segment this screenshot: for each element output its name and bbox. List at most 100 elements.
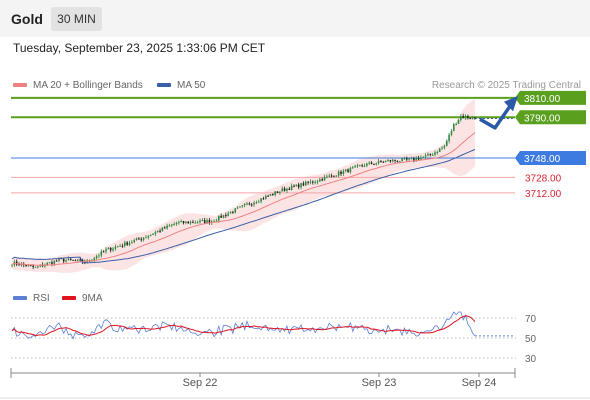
candle (37, 265, 39, 269)
candle (410, 156, 413, 160)
candle (276, 191, 279, 194)
candle (281, 186, 284, 192)
forecast-arrow-head (504, 95, 518, 112)
candle (187, 221, 190, 224)
candle (98, 253, 100, 259)
legend-9ma-swatch (62, 296, 76, 301)
candle (203, 217, 206, 225)
candle (65, 258, 67, 263)
candle (196, 220, 199, 224)
legend-9ma: 9MA (62, 293, 103, 304)
candle (199, 218, 201, 224)
rsi-tick-30: 30 (525, 354, 537, 365)
candle (297, 182, 300, 190)
candle (95, 254, 98, 260)
candle (53, 260, 56, 267)
candle (309, 179, 312, 185)
candle (48, 262, 51, 264)
candle (396, 160, 399, 163)
candle (239, 206, 241, 208)
candle (147, 235, 150, 240)
candle (121, 243, 124, 248)
forecast-arrow (474, 95, 518, 130)
candle (142, 237, 145, 242)
candle (300, 182, 302, 190)
candle (166, 223, 168, 230)
candle (182, 220, 185, 225)
x-tick-Sep 22: Sep 22 (183, 377, 218, 389)
candle (319, 177, 321, 183)
candle (241, 205, 244, 208)
candle (333, 175, 335, 178)
candle (408, 157, 410, 162)
candle (27, 264, 30, 267)
candle (368, 161, 370, 166)
candle (131, 240, 133, 244)
level-label-3790.00: 3790.00 (524, 113, 561, 124)
candle (279, 191, 281, 195)
legend-ma20-label: MA 20 + Bollinger Bands (33, 80, 143, 91)
candle (194, 220, 197, 224)
candle (326, 174, 328, 179)
candle (161, 227, 164, 232)
candle (138, 236, 140, 240)
candle (154, 230, 157, 237)
candle (457, 118, 460, 124)
legend-rsi: RSI (13, 293, 50, 304)
candle (215, 218, 218, 222)
timeframe-button[interactable]: 30 MIN (51, 7, 102, 31)
candle (370, 161, 373, 165)
candle (304, 180, 307, 187)
candle (201, 218, 204, 222)
candle (69, 257, 72, 261)
candle (236, 206, 239, 209)
candle (283, 186, 286, 192)
candle (342, 168, 345, 176)
legend-ma20: MA 20 + Bollinger Bands (13, 80, 143, 91)
candle (163, 226, 166, 229)
candle (382, 160, 385, 163)
candle (455, 122, 457, 126)
candle (246, 201, 248, 206)
candle (384, 160, 387, 163)
candle (124, 240, 126, 248)
candlesticks (11, 113, 476, 270)
candle (434, 150, 436, 157)
legend-9ma-label: 9MA (82, 293, 103, 304)
candle (93, 256, 96, 262)
candle (436, 150, 439, 155)
candle (420, 155, 422, 160)
level-tag-3810.00 (515, 90, 586, 105)
candle (109, 247, 112, 253)
candle (100, 249, 103, 258)
candle (429, 153, 432, 157)
candle (102, 250, 105, 253)
candle (321, 177, 323, 182)
x-tick-Sep 24: Sep 24 (462, 377, 497, 389)
legend-ma50-label: MA 50 (177, 80, 206, 91)
candle (389, 159, 392, 163)
candle (107, 247, 110, 250)
price-levels (11, 96, 515, 194)
candle (227, 211, 229, 217)
candle (464, 114, 467, 121)
candle (112, 246, 114, 253)
candle (349, 166, 352, 174)
rsi-line (11, 311, 476, 340)
candle (377, 158, 380, 165)
candle (323, 174, 326, 181)
instrument-title: Gold (11, 11, 43, 27)
candle (361, 163, 363, 168)
candle (222, 214, 225, 219)
bollinger-band-area (12, 99, 475, 273)
candle (314, 180, 316, 185)
candle (140, 237, 143, 242)
candle (330, 173, 333, 178)
candle (192, 219, 194, 224)
candle (366, 162, 368, 168)
candle (250, 202, 253, 207)
candle (152, 233, 154, 235)
candle (354, 164, 356, 168)
candle (424, 153, 427, 159)
candle (232, 210, 234, 214)
